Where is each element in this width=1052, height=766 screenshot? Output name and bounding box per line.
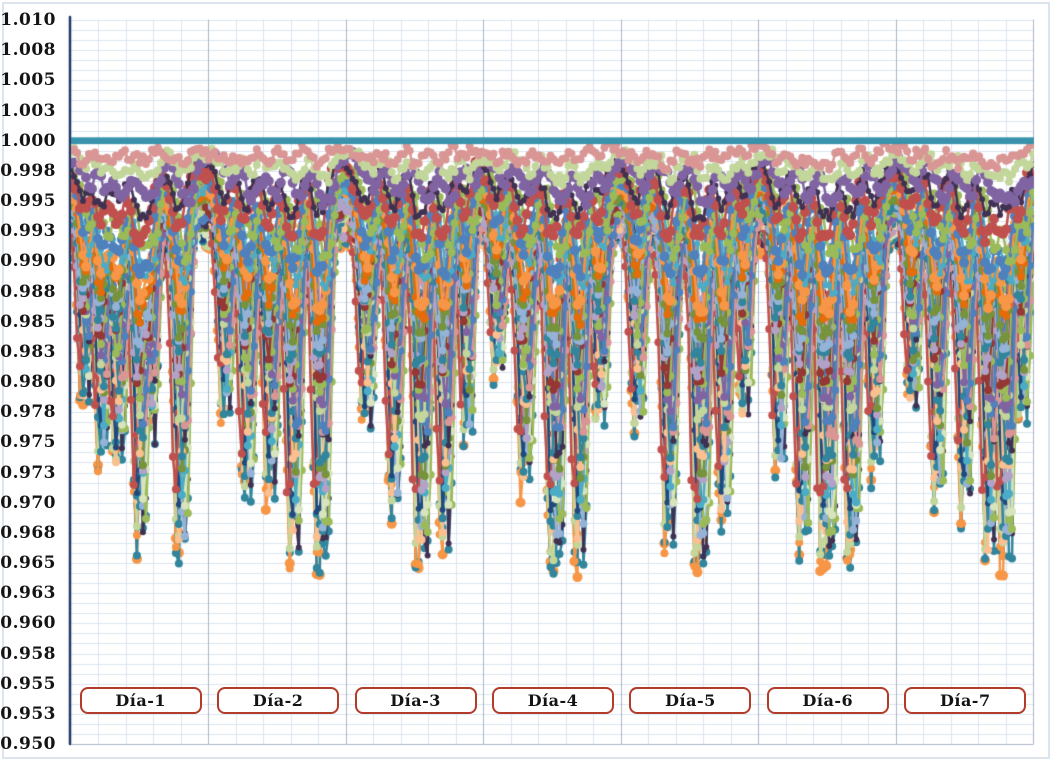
y-tick-label: 0.975: [0, 432, 56, 453]
y-tick-label: 0.973: [0, 462, 56, 483]
y-tick-label: 0.988: [0, 281, 56, 302]
y-tick-label: 0.993: [0, 221, 56, 242]
y-tick-label: 0.960: [0, 613, 56, 634]
y-tick-label: 0.955: [0, 673, 56, 694]
y-tick-label: 0.965: [0, 553, 56, 573]
y-tick-label: 1.003: [0, 100, 56, 121]
y-tick-label: 0.958: [0, 643, 56, 664]
y-tick-label: 0.970: [0, 492, 56, 513]
y-axis: 1.010 1.008 1.005 1.003 1.000 0.998 0.995 0.993…: [0, 0, 60, 766]
y-tick-label: 0.953: [0, 703, 56, 724]
y-tick-label: 0.978: [0, 402, 56, 423]
y-tick-label: 1.005: [0, 70, 56, 91]
y-tick-label: 0.995: [0, 191, 56, 211]
day-label-box: Día-5: [629, 687, 752, 714]
y-tick-label: 0.980: [0, 372, 56, 392]
y-tick-label: 0.990: [0, 251, 56, 272]
y-tick-label: 0.963: [0, 583, 56, 604]
y-tick-label: 1.000: [0, 130, 56, 151]
y-tick-label: 0.998: [0, 160, 56, 181]
y-tick-label: 0.950: [0, 734, 56, 754]
y-tick-label: 0.968: [0, 522, 56, 543]
y-tick-label: 1.008: [0, 40, 56, 61]
day-label-box: Día-3: [354, 687, 477, 714]
y-tick-label: 0.983: [0, 341, 56, 362]
day-label-box: Día-2: [217, 687, 340, 714]
y-tick-label: 1.010: [0, 10, 56, 30]
day-label-box: Día-1: [79, 687, 202, 714]
day-label-box: Día-6: [766, 687, 889, 714]
day-label-box: Día-7: [904, 687, 1027, 714]
day-label-box: Día-4: [492, 687, 614, 714]
y-tick-label: 0.985: [0, 311, 56, 332]
